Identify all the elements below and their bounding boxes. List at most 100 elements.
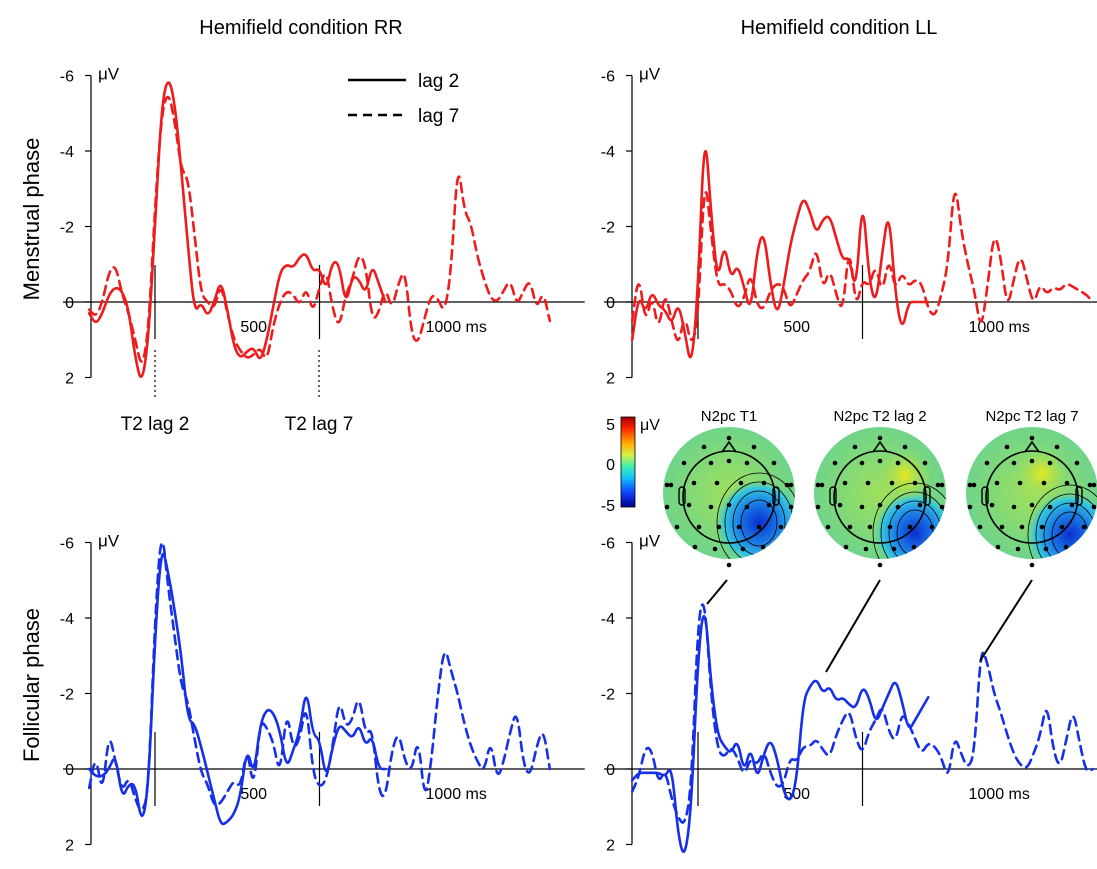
electrode-dot (877, 435, 883, 441)
topomap-contour (880, 491, 946, 559)
electrode-dot (714, 480, 720, 486)
electrode-dot (681, 460, 687, 466)
electrode-dot (895, 504, 901, 510)
right-ear-outline (1075, 486, 1083, 506)
electrode-dot (701, 444, 707, 450)
electrode-dot (843, 544, 849, 550)
electrode-dot (788, 482, 794, 488)
y-tick-label: -6 (601, 536, 615, 553)
y-tick-label: 2 (65, 371, 74, 388)
electrode-dot (788, 504, 794, 510)
panel-menstrual-ll: -6 -4 -2 0 2 μV 500 1000 ms (601, 65, 1097, 388)
legend: lag 2 lag 7 (348, 71, 459, 127)
electrode-dot (1015, 546, 1021, 552)
y-tick-label: 0 (65, 762, 74, 779)
nose-outline (721, 440, 737, 453)
electrode-dot (994, 480, 1000, 486)
y-tick-label: 0 (606, 762, 615, 779)
electrode-dot (708, 460, 714, 466)
electrode-dot (1054, 444, 1060, 450)
y-tick-label: -2 (601, 687, 615, 704)
electrode-dot (761, 480, 767, 486)
left-ear-outline (678, 486, 686, 506)
panel-follicular-ll: -6 -4 -2 0 2 μV 500 1000 ms (601, 532, 1097, 855)
series-line-lag2 (87, 552, 387, 826)
right-ear-outline (923, 486, 931, 506)
electrode-dot (1011, 460, 1017, 466)
electrode-dot (1074, 460, 1080, 466)
electrode-dot (712, 546, 718, 552)
electrode-dot (664, 504, 670, 510)
y-unit-label: μV (98, 65, 120, 84)
electrode-dot (1004, 444, 1010, 450)
y-unit-label: μV (639, 65, 661, 84)
series-line-lag7 (630, 191, 1095, 342)
column-title-rr: Hemifield condition RR (199, 17, 402, 39)
electrode-dot (912, 480, 918, 486)
electrode-dot (971, 482, 977, 488)
electrode-dot (668, 482, 674, 488)
electrode-dot (692, 544, 698, 550)
panel-follicular-rr: -6 -4 -2 0 2 μV 500 1000 ms (60, 532, 585, 855)
electrode-dot (907, 524, 913, 530)
electrode-dot (877, 458, 883, 464)
electrode-dot (674, 524, 680, 530)
electrode-dot (696, 524, 702, 530)
x-tick-label: 500 (240, 319, 267, 336)
electrode-dot (1063, 544, 1069, 550)
topomap-activity (873, 491, 946, 559)
colorbar: 5 0 -5 μV (601, 416, 660, 515)
electrode-dot (738, 480, 744, 486)
electrode-dot (1081, 524, 1087, 530)
topomap-title: N2pc T2 lag 2 (833, 408, 926, 425)
electrode-dot (1069, 502, 1075, 508)
electrode-dot (1091, 482, 1097, 488)
electrode-dot (1047, 460, 1053, 466)
topomap-contour (716, 472, 795, 559)
event-label-t2-lag2: T2 lag 2 (121, 414, 190, 435)
x-tick-label: 1000 ms (969, 786, 1030, 803)
series-line-lag2 (630, 614, 930, 853)
connector-t2-lag2 (825, 579, 881, 673)
event-markers: T2 lag 2 T2 lag 7 (121, 350, 353, 435)
electrode-dot (726, 435, 732, 441)
x-tick-label: 1000 ms (969, 319, 1030, 336)
electrode-dot (1029, 458, 1035, 464)
electrode-dot (891, 546, 897, 552)
electrode-dot (726, 502, 732, 508)
topomap-connectors (706, 579, 1033, 673)
electrode-dot (863, 546, 869, 552)
electrode-dot (686, 502, 692, 508)
electrode-dot (815, 482, 821, 488)
nose-outline (872, 440, 888, 453)
left-ear-outline (829, 486, 837, 506)
electrode-dot (751, 444, 757, 450)
electrode-dot (984, 460, 990, 466)
colorbar-gradient (620, 416, 636, 508)
electrode-dot (726, 458, 732, 464)
electrode-dot (939, 504, 945, 510)
electrode-dot (784, 482, 790, 488)
series-line-lag2 (630, 149, 930, 359)
x-tick-label: 500 (783, 319, 810, 336)
x-tick-label: 500 (783, 786, 810, 803)
panel-menstrual-rr: -6 -4 -2 0 2 μV 500 1000 ms (60, 65, 585, 388)
topomap-n2pc-t2-lag2: N2pc T2 lag 2 (814, 408, 946, 568)
colorbar-unit: μV (640, 417, 660, 434)
y-tick-label: -4 (60, 144, 74, 161)
electrode-dot (819, 482, 825, 488)
y-tick-label: -6 (60, 536, 74, 553)
series-line-lag7 (87, 95, 552, 363)
electrode-dot (887, 524, 893, 530)
electrode-dot (1029, 502, 1035, 508)
y-tick-label: -4 (601, 144, 615, 161)
topomap-title: N2pc T2 lag 7 (985, 408, 1078, 425)
topomap-title: N2pc T1 (701, 408, 757, 425)
electrode-dot (664, 482, 670, 488)
x-tick-label: 1000 ms (426, 319, 487, 336)
electrode-dot (917, 502, 923, 508)
row-label-menstrual: Menstrual phase (19, 138, 44, 301)
electrode-dot (911, 544, 917, 550)
electrode-dot (716, 524, 722, 530)
electrode-dot (939, 482, 945, 488)
